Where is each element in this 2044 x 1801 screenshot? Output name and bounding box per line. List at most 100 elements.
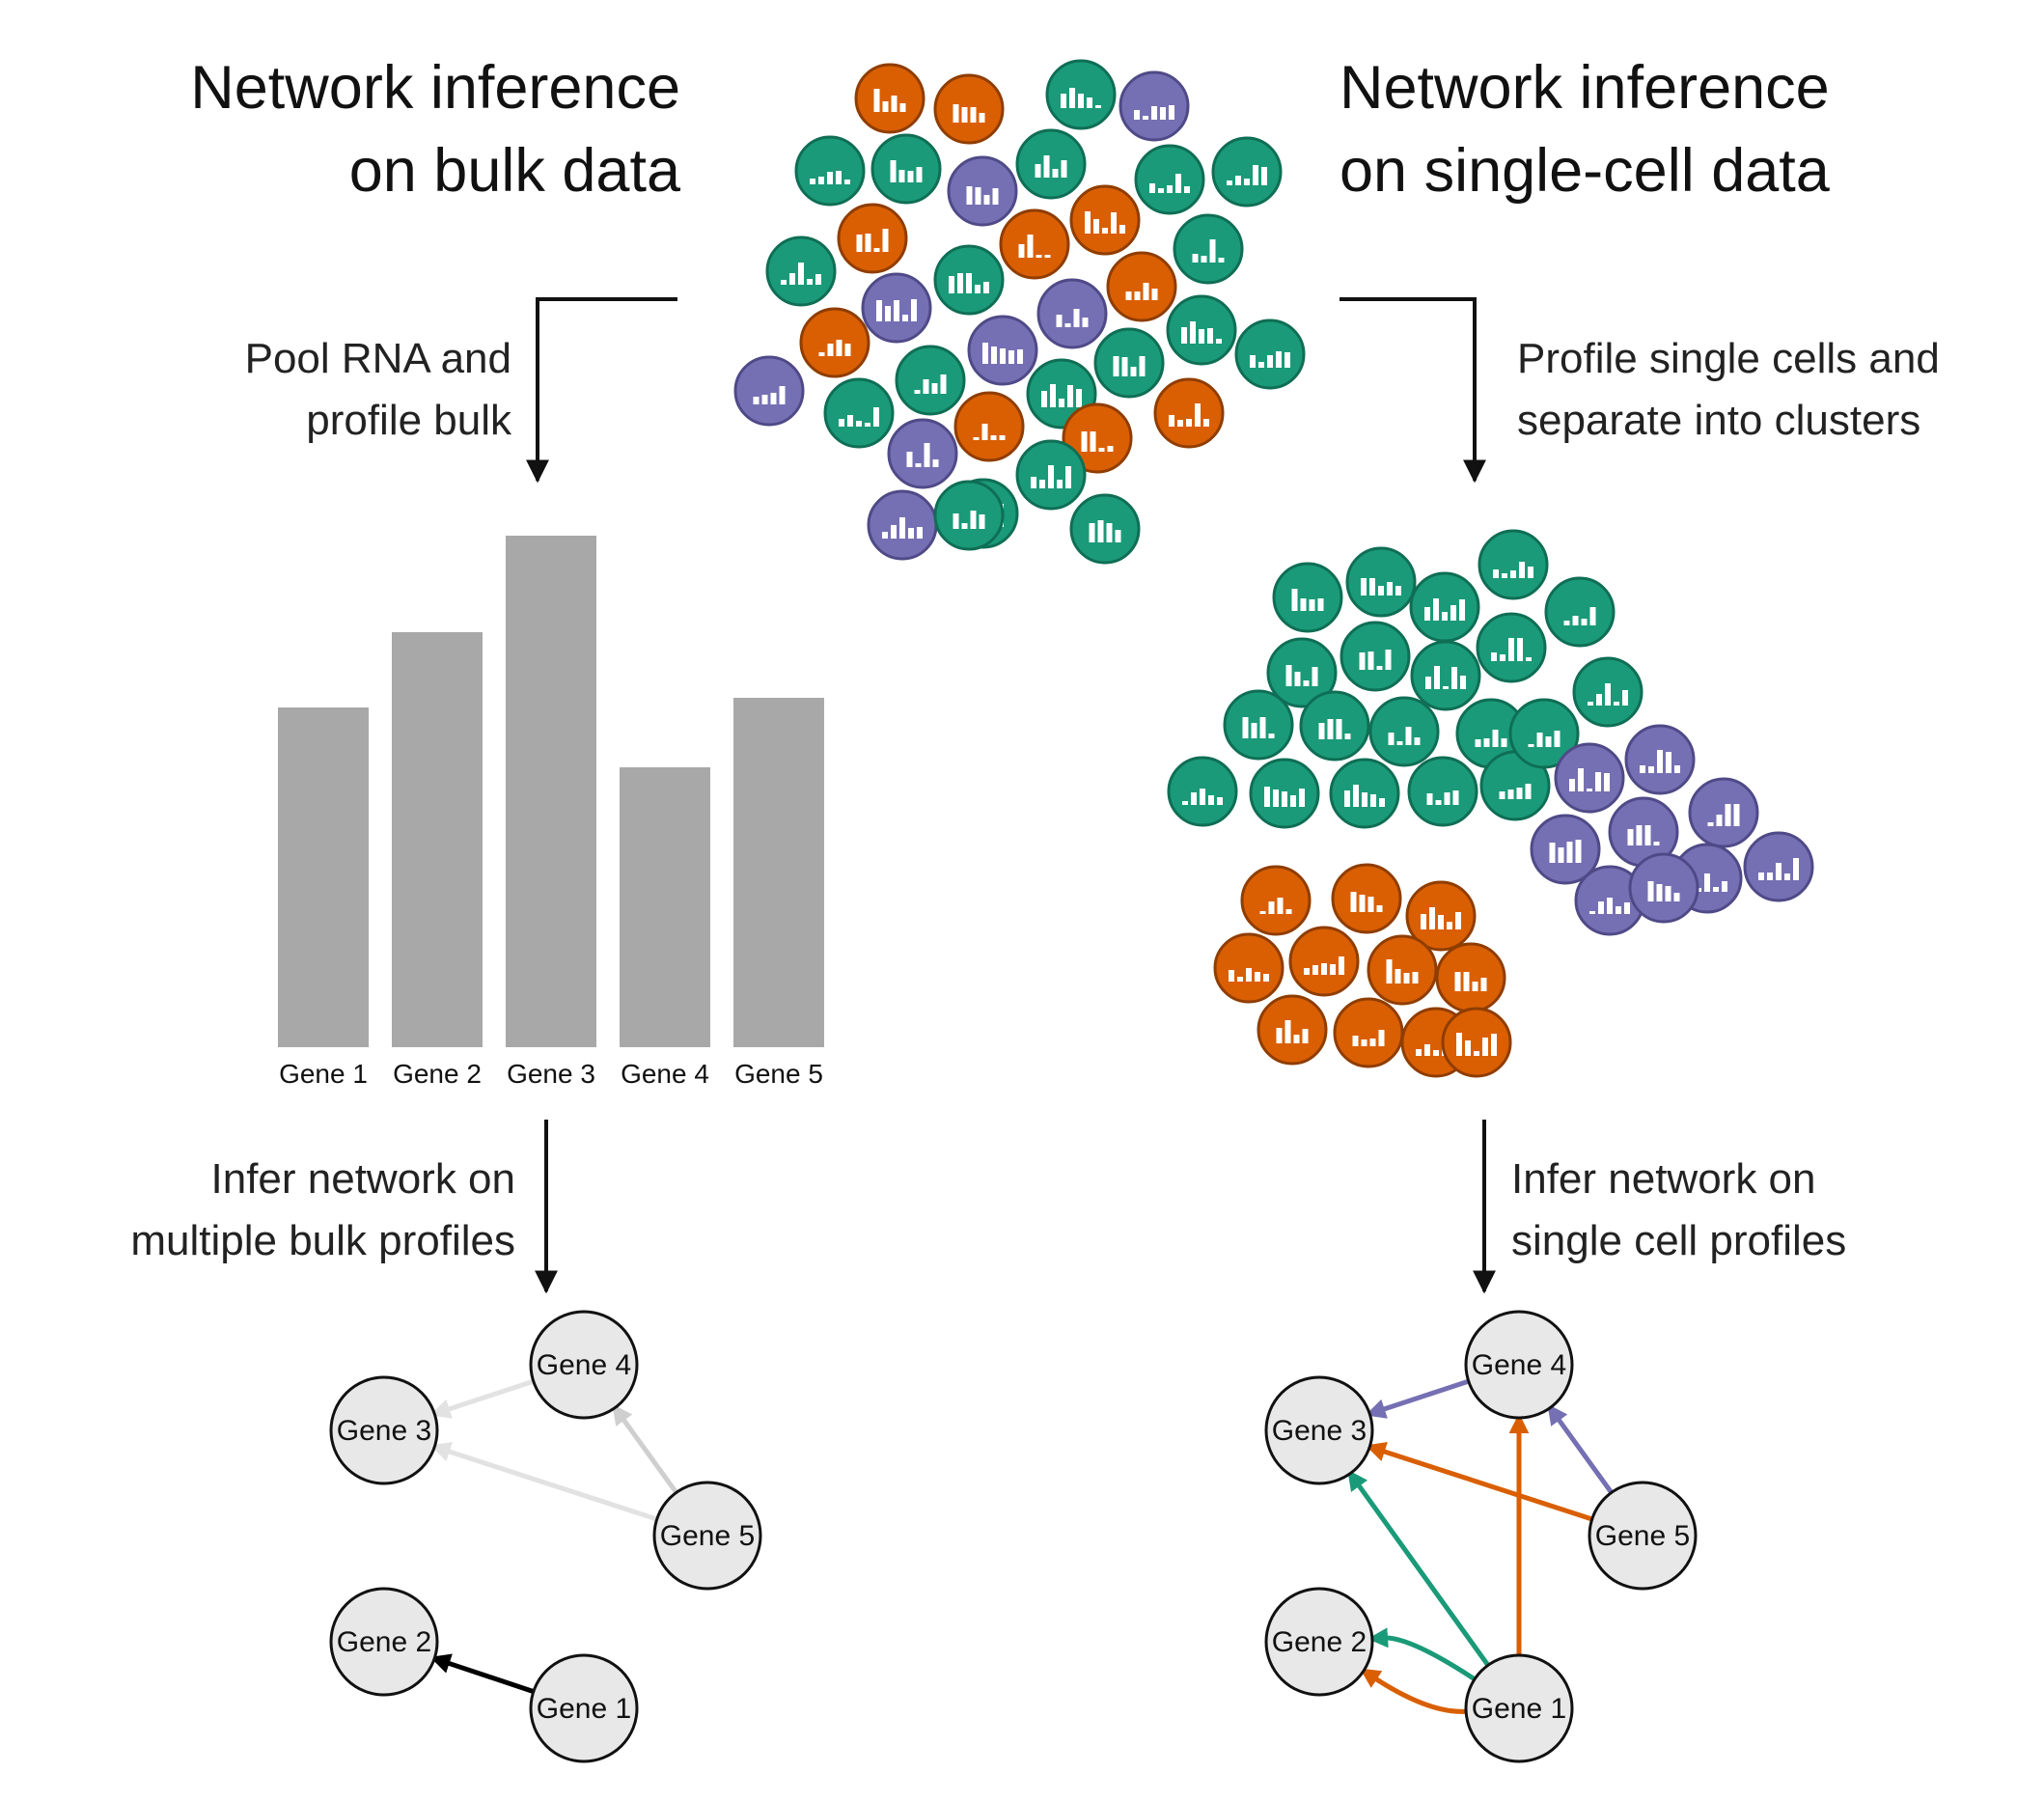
mixed-cell <box>1119 70 1190 142</box>
mixed-cell <box>1134 144 1205 215</box>
single-cell-title-line2: on single-cell data <box>1340 137 1831 205</box>
purple-cluster-cell <box>1624 724 1696 795</box>
mixed-cell <box>1106 251 1177 322</box>
bulk-expression-chart: Gene 1 Gene 2 Gene 3 Gene 4 Gene 5 <box>278 536 824 1089</box>
mixed-cell <box>999 208 1070 280</box>
mixed-cell <box>1069 493 1141 565</box>
bar-gene-2 <box>392 632 483 1047</box>
mixed-cell <box>953 391 1025 462</box>
node-label: Gene 3 <box>1272 1415 1367 1447</box>
mixed-cell <box>895 345 966 416</box>
mixed-cell <box>947 155 1018 227</box>
mixed-cell <box>837 203 908 274</box>
green-cluster-cell <box>1368 696 1440 767</box>
profile-cells-arrow <box>1340 297 1486 484</box>
edge-Gene5-to-Gene3 <box>1365 1442 1593 1522</box>
edge-Gene4-to-Gene3 <box>1365 1378 1470 1419</box>
orange-cluster-cell <box>1257 994 1328 1066</box>
infer-single-step-line2: single cell profiles <box>1511 1217 1846 1264</box>
green-cluster-cell <box>1266 637 1338 708</box>
node-gene-5: Gene 5 <box>1588 1481 1698 1591</box>
bulk-network: Gene 4 Gene 3 Gene 5 Gene 2 Gene 1 <box>329 1310 762 1763</box>
green-cluster-cell <box>1410 640 1481 711</box>
edges <box>1347 1378 1614 1714</box>
green-cluster <box>1167 529 1643 829</box>
node-label: Gene 5 <box>660 1520 755 1552</box>
node-label: Gene 5 <box>1595 1520 1690 1552</box>
edge-Gene5-to-Gene4 <box>612 1403 678 1494</box>
orange-cluster-cell <box>1331 863 1402 934</box>
mixed-cell <box>861 272 932 344</box>
mixed-cell <box>854 63 925 134</box>
mixed-cell <box>765 236 837 307</box>
orange-cluster-cell <box>1288 926 1360 997</box>
single-cell-network: Gene 4 Gene 3 Gene 5 Gene 2 Gene 1 <box>1264 1310 1698 1763</box>
node-gene-1: Gene 1 <box>1464 1653 1574 1763</box>
mixed-cell <box>1036 278 1108 349</box>
bar-gene-5 <box>733 698 824 1047</box>
mixed-cell <box>794 135 866 207</box>
node-label: Gene 1 <box>1472 1693 1566 1725</box>
purple-cluster-cell <box>1554 742 1625 814</box>
mixed-cell <box>867 489 938 561</box>
orange-cluster-cell <box>1213 932 1284 1004</box>
infer-single-step-line1: Infer network on <box>1511 1155 1816 1203</box>
mixed-cell <box>1069 184 1141 256</box>
mixed-cell <box>1093 327 1165 399</box>
mixed-cell-population <box>733 59 1306 565</box>
profile-cells-step-line2: separate into clusters <box>1517 397 1920 444</box>
edge-Gene1-to-Gene3 <box>1347 1469 1490 1667</box>
single-cell-title-line1: Network inference <box>1340 54 1830 122</box>
node-gene-1: Gene 1 <box>529 1653 639 1763</box>
node-gene-2: Gene 2 <box>329 1587 439 1697</box>
pool-step-line2: profile bulk <box>306 397 512 444</box>
node-label: Gene 2 <box>337 1626 431 1658</box>
green-cluster-cell <box>1476 612 1547 683</box>
bar-gene-3 <box>506 536 596 1047</box>
edge-Gene5-to-Gene4 <box>1547 1403 1614 1494</box>
mixed-cell <box>1015 128 1087 200</box>
green-cluster-cell <box>1329 758 1400 829</box>
green-cluster-cell <box>1407 756 1478 827</box>
orange-cluster <box>1213 863 1512 1078</box>
bar-tick-label: Gene 4 <box>621 1059 709 1089</box>
purple-cluster-cell <box>1628 852 1699 924</box>
edge-Gene1-to-Gene2 <box>1359 1668 1467 1714</box>
node-gene-3: Gene 3 <box>329 1375 439 1485</box>
node-label: Gene 2 <box>1272 1626 1367 1658</box>
mixed-cell <box>1234 319 1306 390</box>
node-label: Gene 1 <box>537 1693 631 1725</box>
green-cluster-cell <box>1479 750 1551 821</box>
bar-tick-label: Gene 1 <box>279 1059 368 1089</box>
purple-cluster <box>1530 724 1814 936</box>
edge-Gene1-to-Gene2 <box>1367 1627 1477 1681</box>
mixed-cell <box>1045 59 1117 130</box>
nodes: Gene 4 Gene 3 Gene 5 Gene 2 Gene 1 <box>329 1310 762 1763</box>
orange-cluster-cell <box>1333 997 1404 1068</box>
green-cluster-cell <box>1409 571 1480 643</box>
node-label: Gene 3 <box>337 1415 431 1447</box>
purple-cluster-cell <box>1688 777 1759 848</box>
infer-bulk-step-line1: Infer network on <box>211 1155 516 1203</box>
mixed-cell <box>823 377 895 449</box>
orange-cluster-cell <box>1367 934 1438 1006</box>
mixed-cell <box>933 244 1005 316</box>
mixed-cell <box>933 73 1005 145</box>
bulk-title-line1: Network inference <box>190 54 680 122</box>
mixed-cell <box>799 307 870 378</box>
node-label: Gene 4 <box>1472 1349 1566 1381</box>
green-cluster-cell <box>1272 562 1343 633</box>
purple-cluster-cell <box>1530 814 1601 885</box>
mixed-cell <box>1062 402 1133 474</box>
mixed-cell <box>1015 439 1087 511</box>
mixed-cell <box>733 355 805 427</box>
edge-Gene4-to-Gene3 <box>429 1378 535 1419</box>
green-cluster-cell <box>1249 758 1320 829</box>
node-gene-5: Gene 5 <box>652 1481 762 1591</box>
node-gene-2: Gene 2 <box>1264 1587 1374 1697</box>
green-cluster-cell <box>1508 698 1580 769</box>
bulk-title-line2: on bulk data <box>349 137 681 205</box>
node-label: Gene 4 <box>537 1349 631 1381</box>
green-cluster-cell <box>1167 756 1238 827</box>
green-cluster-cell <box>1478 529 1549 600</box>
